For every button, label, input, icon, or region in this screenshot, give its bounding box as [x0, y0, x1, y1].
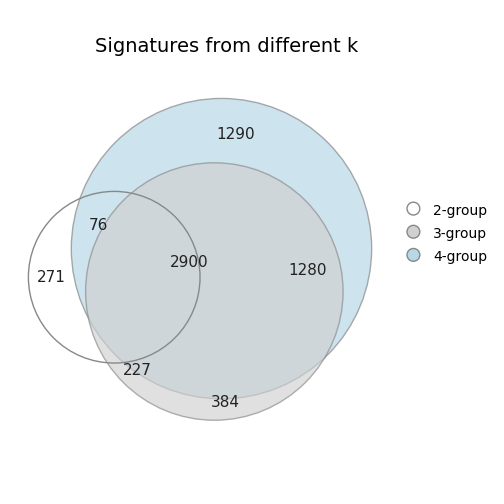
- Text: 227: 227: [123, 363, 152, 377]
- Text: 271: 271: [37, 270, 66, 285]
- Text: 76: 76: [88, 218, 108, 233]
- Legend: 2-group, 3-group, 4-group: 2-group, 3-group, 4-group: [401, 199, 491, 268]
- Text: 2900: 2900: [170, 256, 209, 271]
- Text: 1280: 1280: [288, 263, 327, 278]
- Circle shape: [71, 98, 371, 399]
- Text: 1290: 1290: [217, 127, 255, 142]
- Title: Signatures from different k: Signatures from different k: [95, 37, 358, 55]
- Text: 384: 384: [211, 395, 239, 410]
- Circle shape: [86, 163, 343, 420]
